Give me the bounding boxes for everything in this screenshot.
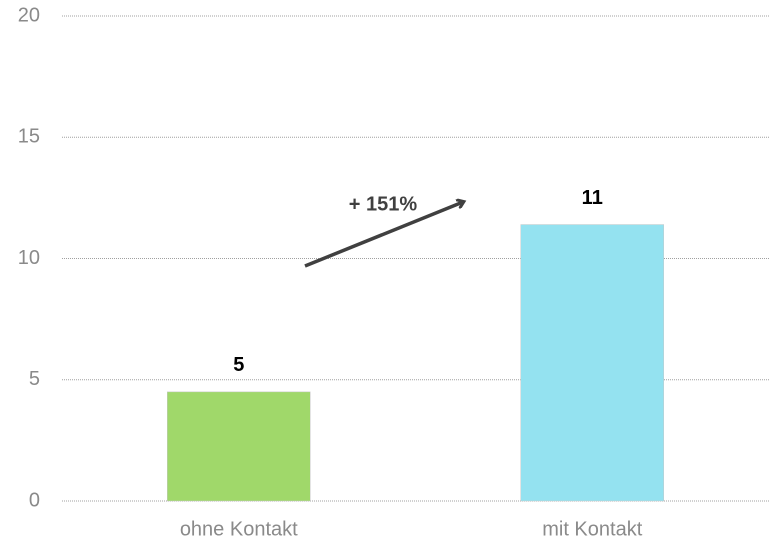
x-tick-label: mit Kontakt [542,518,642,540]
y-tick-label: 15 [18,126,40,148]
value-label: 11 [582,187,603,209]
annotation-arrow [304,202,463,268]
y-tick-label: 0 [29,489,40,511]
annotation: + 151% [349,193,418,215]
y-tick-label: 10 [18,247,40,269]
value-label: 5 [233,354,244,376]
y-tick-label: 20 [18,4,40,26]
bar [167,391,311,502]
bar [520,224,664,502]
x-tick-label: ohne Kontakt [180,518,298,540]
y-tick-label: 5 [29,368,40,390]
